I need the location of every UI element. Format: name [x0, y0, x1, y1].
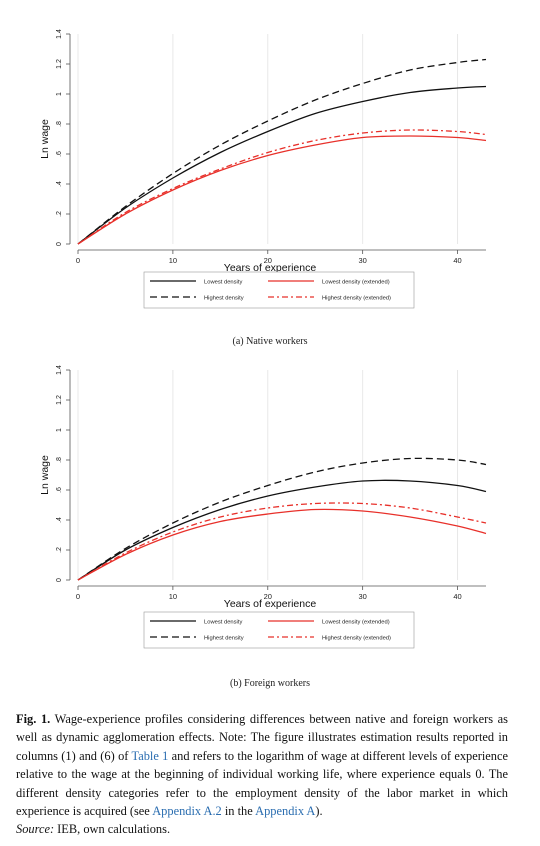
foreign-workers-chart: 0 .2 .4 .6 .8 1 1.2 1.4 0 10 20 30 40 Years of experi… [39, 365, 487, 649]
legend-label: Highest density (extended) [322, 296, 391, 302]
x-tick-label: 0 [76, 256, 80, 265]
y-tick-label: .8 [56, 457, 63, 463]
caption-text-4: ). [315, 804, 323, 819]
figure-label: Fig. 1. [16, 712, 51, 726]
series-line [77, 502, 487, 581]
y-tick-label: .4 [56, 517, 63, 523]
native-workers-chart: 0 .2 .4 .6 .8 1 1.2 1.4 0 10 20 30 40 Years of experi… [39, 29, 487, 309]
y-tick-label: 1 [56, 428, 63, 432]
y-tick-label: 1.4 [56, 365, 63, 375]
appendix-a-link[interactable]: Appendix A [255, 804, 316, 819]
x-tick-label: 40 [453, 256, 461, 265]
series-line [77, 129, 487, 245]
series-line [77, 85, 487, 245]
appendix-a2-link[interactable]: Appendix A.2 [152, 804, 222, 819]
y-tick-label: .2 [56, 211, 63, 217]
series-line [77, 457, 487, 581]
y-tick-label: .2 [56, 547, 63, 553]
caption-text-3: in the [221, 804, 256, 819]
x-tick-label: 20 [264, 256, 272, 265]
legend-label: Lowest density (extended) [322, 620, 390, 626]
y-tick-label: 1.2 [56, 395, 63, 405]
x-axis-title: Years of experience [224, 598, 317, 610]
y-tick-label: 1.2 [56, 59, 63, 69]
x-tick-label: 20 [264, 592, 272, 601]
y-tick-label: .4 [56, 181, 63, 187]
x-tick-label: 0 [76, 592, 80, 601]
legend-label: Highest density [204, 296, 244, 302]
legend-label: Highest density (extended) [322, 636, 391, 642]
y-axis-title: Ln wage [39, 119, 51, 159]
legend-box [143, 611, 415, 649]
legend-label: Lowest density [204, 280, 242, 286]
y-tick-label: 0 [56, 578, 63, 582]
y-tick-label: .6 [56, 487, 63, 493]
y-tick-label: 1 [56, 92, 63, 96]
legend-box [143, 271, 415, 309]
source-text: IEB, own calculations. [54, 822, 171, 837]
x-tick-label: 10 [169, 256, 177, 265]
y-tick-label: 1.4 [56, 29, 63, 39]
x-tick-label: 10 [169, 592, 177, 601]
x-tick-label: 30 [358, 256, 366, 265]
foreign-workers-panel: 0 .2 .4 .6 .8 1 1.2 1.4 0 10 20 30 40 Years of experi… [0, 355, 540, 695]
caption-text-1: Wage-experience profiles considering dif… [16, 712, 509, 763]
subcaption-native: (a) Native workers [232, 336, 308, 347]
series-line [77, 508, 487, 581]
subcaption-foreign: (b) Foreign workers [230, 678, 310, 689]
x-tick-label: 40 [453, 592, 461, 601]
x-tick-label: 30 [358, 592, 366, 601]
caption-text-2: and refers to the logarithm of wage at d… [16, 748, 508, 819]
x-axis-title: Years of experience [224, 262, 317, 274]
source-label: Source: [16, 822, 55, 837]
native-workers-panel: 0 .2 .4 .6 .8 1 1.2 1.4 0 10 20 30 40 Years of experi… [0, 0, 540, 350]
y-tick-label: 0 [56, 242, 63, 246]
y-axis-title: Ln wage [39, 455, 51, 495]
series-line [77, 479, 487, 581]
legend-label: Lowest density [204, 620, 242, 626]
figure-caption: Fig. 1. Wage-experience profiles conside… [16, 710, 508, 839]
series-line [77, 58, 487, 245]
y-tick-label: .6 [56, 151, 63, 157]
table-1-link[interactable]: Table 1 [131, 748, 169, 763]
legend-label: Highest density [204, 636, 244, 642]
series-line [77, 135, 487, 245]
legend-label: Lowest density (extended) [322, 280, 390, 286]
y-tick-label: .8 [56, 121, 63, 127]
